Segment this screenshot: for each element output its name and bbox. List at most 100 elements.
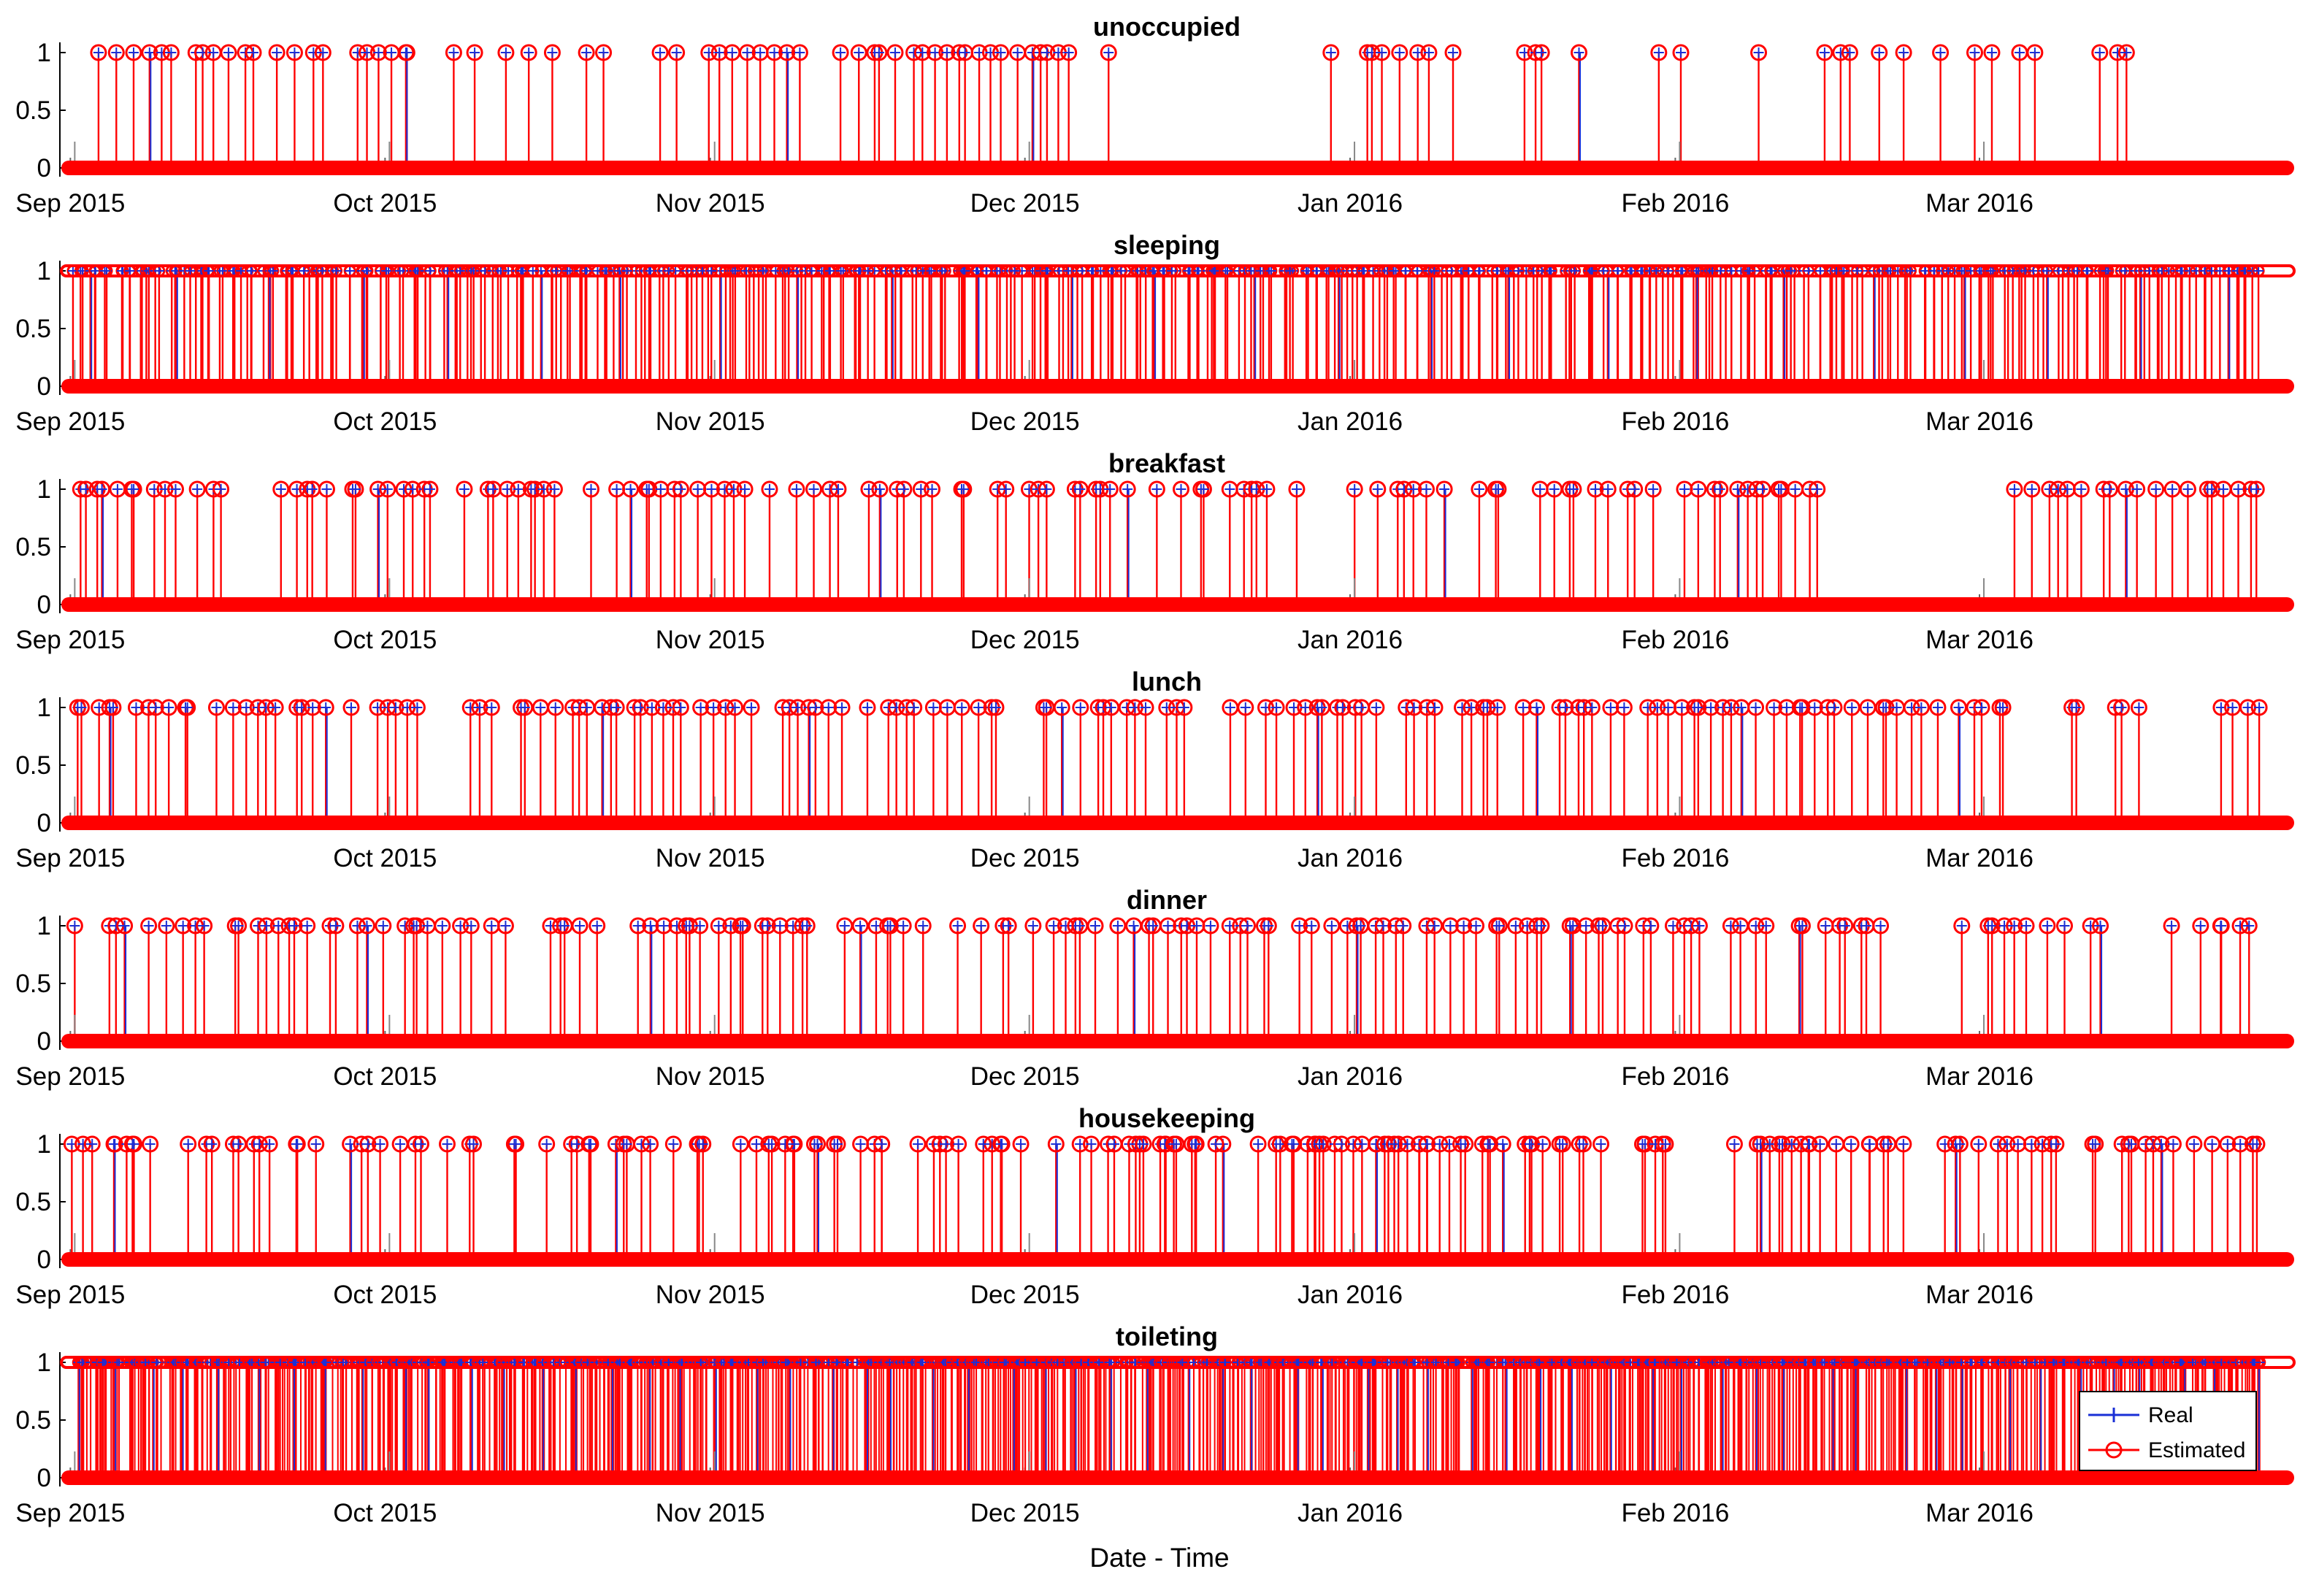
estimated-marker: [2039, 917, 2056, 935]
estimated-marker: [538, 1135, 556, 1153]
estimated-zero-baseline: [61, 1034, 2294, 1048]
estimated-marker: [905, 699, 923, 716]
estimated-marker: [1871, 44, 1888, 61]
x-tick-label: Feb 2016: [1621, 189, 1729, 218]
estimated-marker: [1966, 44, 1983, 61]
estimated-marker: [873, 1135, 891, 1153]
y-tick-label: 0: [37, 372, 51, 401]
y-tick-label: 0: [37, 809, 51, 837]
estimated-marker: [408, 699, 426, 716]
estimated-marker: [1564, 917, 1582, 935]
estimated-marker: [955, 480, 973, 498]
estimated-marker: [938, 1135, 955, 1153]
estimated-marker: [1395, 917, 1412, 935]
estimated-marker: [125, 44, 142, 61]
estimated-marker: [1207, 1135, 1224, 1153]
estimated-marker: [180, 1135, 197, 1153]
x-tick-label: Sep 2015: [15, 844, 125, 872]
x-tick-label: Oct 2015: [333, 407, 437, 436]
estimated-marker: [895, 480, 913, 498]
y-tick-label: 0: [37, 154, 51, 183]
estimated-marker: [1951, 1135, 1969, 1153]
estimated-marker: [196, 917, 213, 935]
estimated-marker: [953, 699, 970, 716]
real-stems: [125, 926, 2103, 1041]
estimated-stems: [77, 707, 2261, 823]
y-tick-label: 0.5: [15, 1188, 51, 1216]
estimated-marker: [327, 917, 345, 935]
estimated-marker: [595, 44, 613, 61]
estimated-marker: [642, 1135, 659, 1153]
estimated-marker: [1417, 480, 1435, 498]
estimated-marker: [1533, 44, 1550, 61]
estimated-marker: [788, 480, 805, 498]
estimated-marker: [1426, 917, 1444, 935]
y-tick-label: 1: [37, 39, 51, 67]
estimated-marker: [734, 917, 751, 935]
estimated-marker: [188, 480, 206, 498]
estimated-marker: [694, 1135, 712, 1153]
real-stems: [114, 1144, 2163, 1259]
estimated-marker: [973, 917, 990, 935]
estimated-marker: [1806, 699, 1823, 716]
estimated-marker: [1690, 699, 1707, 716]
estimated-marker: [1303, 917, 1320, 935]
estimated-marker: [2219, 1135, 2236, 1153]
estimated-markers: [69, 699, 2268, 716]
estimated-marker: [1534, 1135, 1552, 1153]
y-tick-label: 0: [37, 591, 51, 619]
estimated-marker: [798, 917, 816, 935]
estimated-marker: [147, 699, 164, 716]
estimated-marker: [1953, 917, 1971, 935]
estimated-stems: [71, 1144, 2258, 1259]
x-tick-label: Mar 2016: [1925, 189, 2034, 218]
x-tick-label: Oct 2015: [333, 1062, 437, 1091]
estimated-marker: [778, 44, 796, 61]
estimated-marker: [1239, 917, 1257, 935]
y-tick-label: 1: [37, 1130, 51, 1159]
estimated-marker: [1391, 44, 1408, 61]
estimated-marker: [2231, 1135, 2249, 1153]
estimated-marker: [158, 917, 175, 935]
y-tick-label: 1: [37, 475, 51, 504]
estimated-marker: [1053, 699, 1070, 716]
estimated-marker: [1471, 480, 1488, 498]
estimated-marker: [2047, 1135, 2065, 1153]
y-tick-label: 0.5: [15, 315, 51, 343]
estimated-marker: [318, 480, 335, 498]
estimated-marker: [851, 917, 869, 935]
estimated-marker: [285, 44, 303, 61]
estimated-marker: [2026, 44, 2044, 61]
estimated-marker: [629, 917, 647, 935]
x-tick-label: Oct 2015: [333, 1281, 437, 1309]
estimated-marker: [1101, 480, 1119, 498]
estimated-marker: [1249, 1135, 1267, 1153]
estimated-marker: [2006, 480, 2023, 498]
estimated-marker: [1482, 1135, 1499, 1153]
subplot-dinner: dinner 0 0.5 1 Sep 2015 Oct 2015 Nov 2015 Dec 2…: [15, 885, 2294, 1091]
estimated-marker: [672, 699, 689, 716]
estimated-marker: [859, 699, 876, 716]
estimated-marker: [2087, 1135, 2104, 1153]
estimated-marker: [1405, 480, 1422, 498]
estimated-marker: [997, 480, 1015, 498]
estimated-marker: [1754, 480, 1771, 498]
estimated-marker: [1626, 480, 1644, 498]
estimated-marker: [545, 480, 563, 498]
subplot-housekeeping: housekeeping 0 0.5 1 Sep 2015 Oct 2015 Nov 201…: [15, 1103, 2294, 1309]
estimated-marker: [1202, 917, 1219, 935]
estimated-marker: [413, 1135, 430, 1153]
x-tick-label: Feb 2016: [1621, 1062, 1729, 1091]
estimated-zero-baseline: [61, 1252, 2294, 1267]
estimated-marker: [736, 480, 754, 498]
estimated-marker: [1165, 1135, 1183, 1153]
estimated-marker: [127, 699, 145, 716]
estimated-marker: [272, 480, 290, 498]
estimated-marker: [379, 480, 396, 498]
estimated-marker: [2147, 480, 2165, 498]
estimated-marker: [1148, 480, 1165, 498]
x-tick-label: Feb 2016: [1621, 626, 1729, 654]
estimated-marker: [1187, 1135, 1204, 1153]
estimated-marker: [1602, 699, 1620, 716]
y-tick-label: 0.5: [15, 751, 51, 780]
